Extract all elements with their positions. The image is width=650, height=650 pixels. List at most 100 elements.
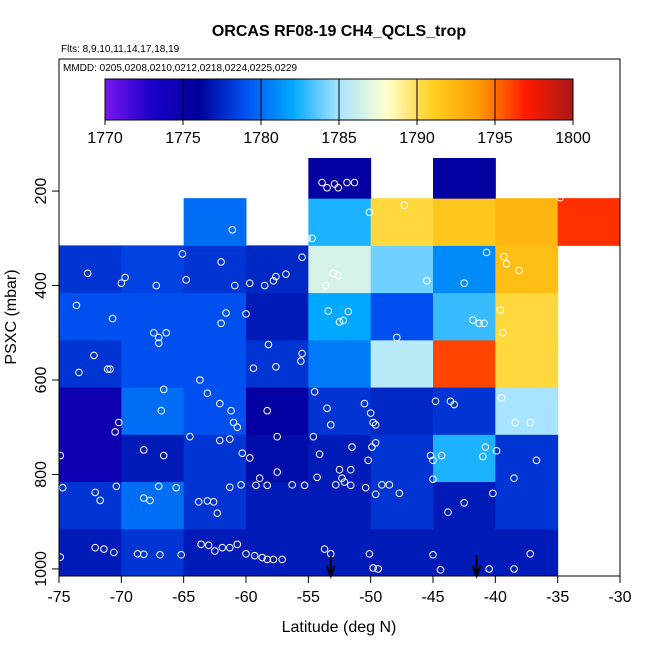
x-tick-label: -30 [608,589,631,606]
flight-point [288,481,296,489]
y-tick-label: 1000 [33,551,50,587]
heatmap-cell [246,292,309,341]
flight-point [245,279,254,287]
heatmap-cell [183,198,247,246]
heatmap-cell [59,339,122,388]
heatmap-cell [121,481,185,530]
flight-point [344,307,353,316]
flight-points [59,178,564,574]
flight-point [237,481,245,489]
flight-point [532,456,541,465]
heatmap-cell [308,481,372,530]
heatmap-cells [59,158,620,576]
heatmap-cell [433,481,496,530]
flight-point [395,489,404,498]
flight-point [218,543,227,552]
flight-point [252,481,260,490]
heatmap-cell [495,198,559,246]
flight-point [278,555,286,564]
y-tick-label: 800 [33,461,50,488]
flight-point [300,481,309,490]
heatmap-cell [370,434,434,483]
heatmap-cell [308,528,372,576]
flight-point [249,364,258,372]
flight-point [59,451,65,460]
flight-point [154,339,163,347]
x-tick-label: -60 [234,589,257,606]
flight-point [340,478,349,486]
flight-point [245,454,254,462]
flight-point [309,432,318,441]
flight-point [496,306,505,314]
flight-point [489,489,497,498]
heatmap-cell [246,245,309,294]
heatmap-cell [370,198,434,246]
flight-point [365,208,374,217]
flight-point [196,376,204,384]
flight-point [217,258,225,266]
flight-point [426,451,435,460]
flight-point [369,564,377,572]
heatmap-cell [183,481,247,530]
colorbar-tick-label: 1785 [321,130,357,147]
flight-point [492,447,501,455]
flight-point [308,234,316,243]
flight-point [146,496,154,505]
flight-point [182,276,190,284]
heatmap-cell [59,528,122,576]
colorbar-tick-label: 1775 [165,130,201,147]
colorbar-tick-label: 1790 [399,130,435,147]
flight-point [318,178,326,187]
x-tick-label: -70 [110,589,133,606]
x-tick-label: -75 [47,589,70,606]
heatmap-cell [121,292,185,341]
flight-point [75,368,83,377]
flight-point [209,498,218,506]
heatmap-cell [308,198,372,246]
heatmap-cell [433,339,496,388]
heatmap-cell [308,387,372,435]
flight-point [217,319,225,328]
flight-point [106,365,114,373]
heatmap-cell [370,245,434,294]
flight-point [343,178,351,187]
flight-point [156,550,164,559]
flight-point [213,509,222,517]
flight-point [339,316,348,325]
flight-point [374,565,382,573]
flight-point [263,406,271,415]
heatmap-cell [557,198,620,246]
heatmap-cell [121,434,185,483]
flight-point [323,183,331,192]
flight-point [72,301,81,310]
heatmap-cell [370,292,434,341]
flight-point [91,488,99,497]
flight-point [365,550,374,558]
heatmap-cell [370,387,434,435]
heatmap-cell [495,434,559,483]
flight-point [139,550,148,559]
heatmap-cell [433,434,496,483]
flight-point [371,421,380,429]
y-tick-label: 400 [33,272,50,299]
heatmap-cell [495,292,559,341]
flight-point [260,281,269,290]
flight-point [216,436,224,445]
heatmap-cell [246,434,309,483]
heatmap-cell [495,339,559,388]
flight-point [108,314,117,323]
flight-point [112,482,121,491]
flight-point [526,418,535,427]
colorbar-tick-label: 1780 [243,130,279,147]
flight-point [515,266,523,275]
flight-point [154,482,163,491]
flight-point [162,328,171,337]
heatmap-cell [433,198,496,246]
flight-point [250,551,259,560]
x-tick-label: -35 [546,589,569,606]
flight-point [469,316,477,324]
flight-point [233,540,242,549]
flight-point [479,452,487,461]
flight-point [480,319,488,328]
